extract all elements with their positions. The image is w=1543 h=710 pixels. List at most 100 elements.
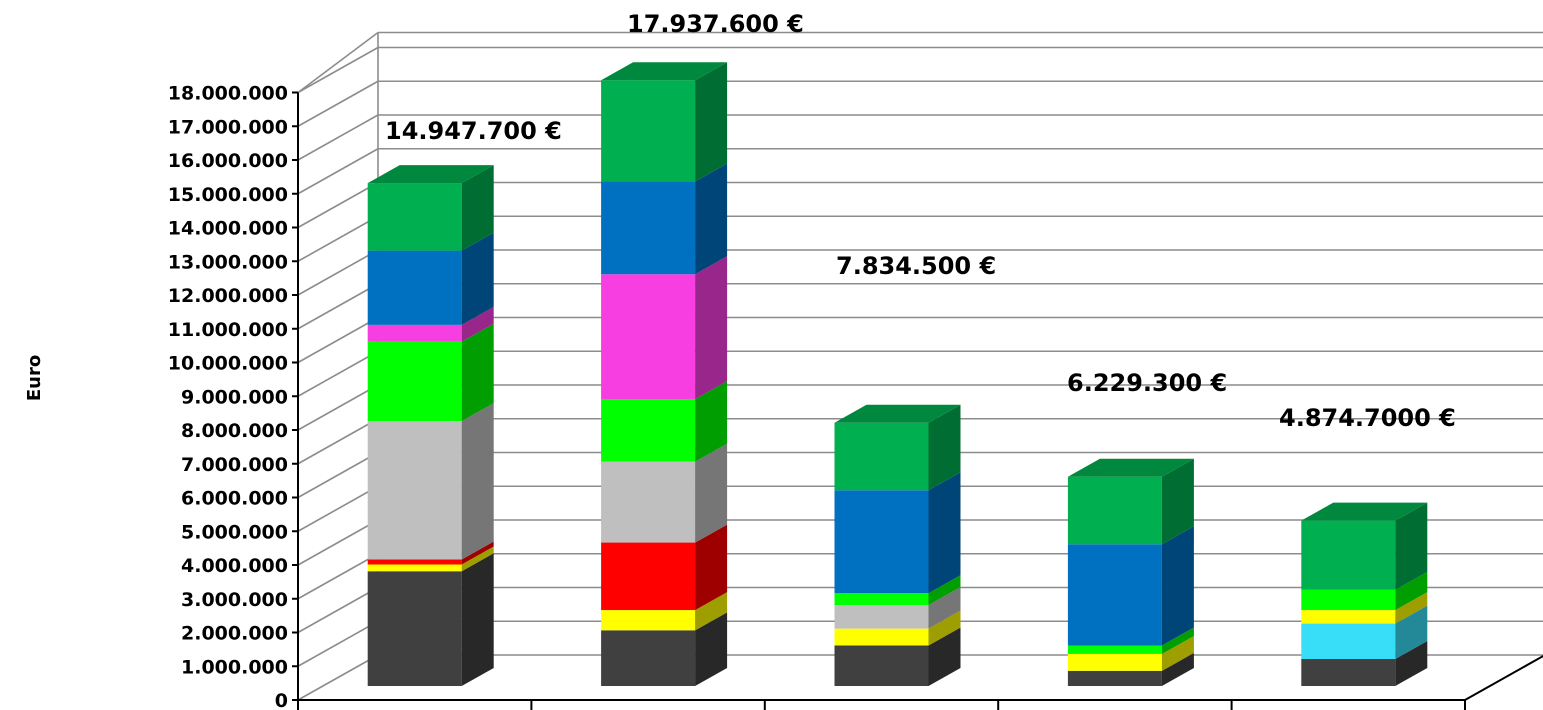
gridline-side	[297, 485, 379, 532]
bar-stack	[1301, 502, 1428, 686]
bar-segment-front	[601, 181, 696, 275]
bar-segment-side	[461, 553, 494, 686]
bar-segment-side	[461, 232, 494, 325]
bar-segment-side	[695, 163, 728, 275]
bar-segment-side	[1395, 605, 1428, 659]
bar-segment-front	[367, 421, 462, 560]
bar-segment-side	[461, 546, 494, 572]
bar-segment-front	[601, 80, 696, 182]
gridline-side	[297, 249, 379, 296]
bar-segment-front	[367, 183, 462, 251]
bar-segment-front	[367, 559, 462, 565]
bar-segment-side	[1161, 458, 1194, 545]
bar-total-labels: 14.947.700 € 17.937.600 € 7.834.500 € 6.229…	[385, 10, 1456, 432]
bar-segment-side	[695, 524, 728, 611]
bar-segment-side	[695, 62, 728, 182]
bar-segment-side	[461, 403, 494, 560]
bar-segment-front	[367, 571, 462, 686]
chart-frame	[292, 31, 1543, 710]
bar-segment-front	[367, 250, 462, 325]
bar-total-label: 7.834.500 €	[836, 252, 996, 280]
bar-segment-front	[834, 605, 929, 629]
bar-top	[601, 62, 728, 81]
bar-segment-side	[1395, 502, 1428, 590]
gridline-side	[297, 114, 379, 161]
y-tick-label: 13.000.000	[168, 251, 288, 273]
gridline-side	[297, 418, 379, 465]
bar-stack	[601, 62, 728, 686]
bar-segment-side	[1395, 592, 1428, 624]
bar-segment-side	[1161, 526, 1194, 646]
gridline-side	[297, 148, 379, 195]
bar-stack	[367, 165, 494, 686]
gridline-side	[297, 586, 379, 634]
bar-segment-front	[1067, 476, 1162, 545]
bar-segment-side	[928, 404, 961, 491]
gridline-side	[297, 620, 379, 667]
bar-segment-side	[928, 610, 961, 646]
y-tick-label: 9.000.000	[181, 386, 288, 408]
bar-segment-front	[601, 399, 696, 462]
bar-total-label: 14.947.700 €	[385, 117, 562, 145]
bar-segment-front	[834, 490, 929, 594]
bar-segment-front	[1067, 653, 1162, 671]
bar-stack	[834, 404, 961, 686]
bar-top	[1301, 502, 1428, 521]
bar-segment-front	[601, 274, 696, 400]
bar-segment-side	[695, 256, 728, 400]
bar-top	[367, 165, 494, 184]
bar-segment-side	[695, 381, 728, 462]
bar-segment-side	[928, 575, 961, 605]
gridline-side	[297, 215, 379, 262]
bar-segment-front	[1301, 589, 1396, 611]
bar-total-label: 4.874.7000 €	[1279, 404, 1456, 432]
bar-stack	[1067, 458, 1194, 686]
gridline-side	[297, 80, 379, 127]
y-tick-label: 4.000.000	[181, 555, 288, 577]
gridline-side	[297, 553, 379, 600]
bar-segment-front	[834, 645, 929, 686]
gridline-side	[297, 46, 379, 94]
gridline-side	[297, 519, 379, 566]
bar-segment-front	[1067, 645, 1162, 654]
y-tick-label: 5.000.000	[181, 521, 288, 543]
gridline-side	[297, 384, 379, 431]
gridline-side	[297, 316, 379, 364]
bar-segment-front	[601, 461, 696, 543]
side-wall-top-edge	[297, 31, 379, 94]
bar-segment-side	[1161, 635, 1194, 671]
bar-segment-front	[834, 593, 929, 605]
bar-top	[1067, 458, 1194, 477]
gridline-side	[297, 181, 379, 229]
y-tick-label: 6.000.000	[181, 488, 288, 510]
y-axis-tick-labels: 0 1.000.000 2.000.000 3.000.000 4.000.000 5.0…	[168, 83, 288, 710]
y-tick-label: 8.000.000	[181, 420, 288, 442]
bar-segment-side	[928, 587, 961, 629]
bar-segment-side	[461, 541, 494, 565]
bar-segment-side	[1161, 652, 1194, 686]
bar-segment-front	[834, 628, 929, 646]
bar-segment-front	[367, 341, 462, 422]
bar-segment-front	[1301, 623, 1396, 659]
gridline-side	[297, 654, 379, 701]
bar-segment-side	[695, 612, 728, 686]
bar-segment-side	[695, 592, 728, 631]
bars	[367, 62, 1428, 686]
bar-segment-front	[1301, 520, 1396, 590]
bar-segment-side	[461, 306, 494, 342]
y-axis-title: Euro	[24, 355, 45, 401]
bar-segment-front	[1067, 544, 1162, 646]
bar-segment-side	[695, 443, 728, 543]
bar-segment-side	[1395, 571, 1428, 611]
bar-segment-front	[601, 542, 696, 611]
y-tick-label: 15.000.000	[168, 184, 288, 206]
bar-total-label: 6.229.300 €	[1067, 369, 1227, 397]
y-tick-label: 16.000.000	[168, 150, 288, 172]
bar-segment-side	[928, 627, 961, 686]
bar-segment-front	[601, 630, 696, 686]
bar-segment-side	[461, 323, 494, 422]
bar-top	[834, 404, 961, 423]
bar-segment-side	[1161, 627, 1194, 654]
gridline-side	[297, 283, 379, 330]
y-tick-label: 2.000.000	[181, 623, 288, 645]
